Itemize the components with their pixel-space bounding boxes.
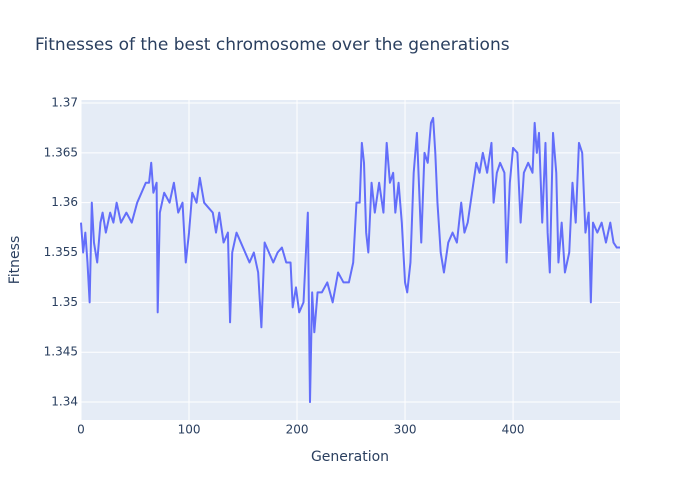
x-tick-label: 100 [178,423,201,437]
x-axis-title: Generation [311,449,389,465]
y-tick-label: 1.345 [44,345,78,359]
y-tick-label: 1.35 [51,295,78,309]
data-line [80,116,620,404]
x-tick-label: 300 [394,423,417,437]
y-tick-label: 1.37 [51,95,78,109]
x-tick-label: 400 [502,423,525,437]
chart-title: Fitnesses of the best chromosome over th… [35,35,510,55]
y-tick-label: 1.355 [44,245,78,259]
y-tick-label: 1.36 [51,195,78,209]
x-tick-label: 0 [77,423,85,437]
y-tick-label: 1.365 [44,145,78,159]
y-axis-title: Fitness [7,236,23,285]
y-tick-label: 1.34 [51,395,78,409]
x-tick-label: 200 [286,423,309,437]
